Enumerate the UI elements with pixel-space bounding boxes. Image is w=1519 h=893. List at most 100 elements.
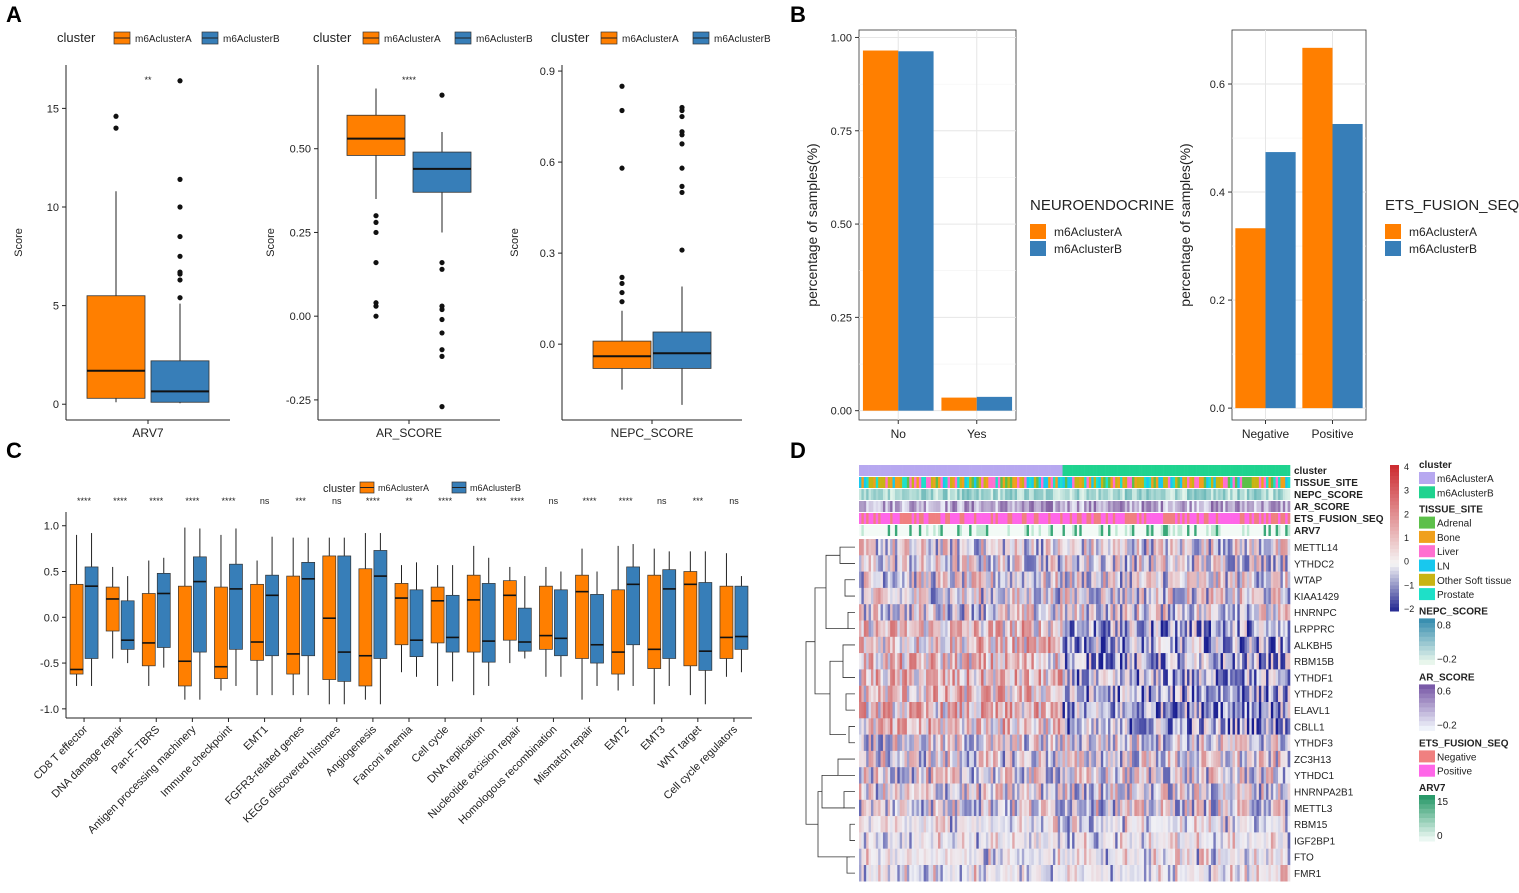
annotation-cell — [993, 513, 996, 524]
heatmap-cell — [1264, 555, 1267, 572]
heatmap-cell — [1259, 686, 1262, 703]
heatmap-cell — [1048, 800, 1051, 817]
annotation-cell — [1125, 465, 1128, 476]
annotation-cell — [1067, 513, 1070, 524]
heatmap-cell — [1194, 686, 1197, 703]
heatmap-cell — [914, 718, 917, 735]
heatmap-cell — [1221, 539, 1224, 556]
heatmap-cell — [1199, 702, 1202, 719]
annotation-cell — [1048, 525, 1051, 536]
heatmap-cell — [1130, 767, 1133, 784]
annotation-cell — [1209, 501, 1212, 512]
annotation-cell — [1048, 489, 1051, 500]
annotation-cell — [1053, 465, 1056, 476]
heatmap-cell — [921, 832, 924, 849]
heatmap-cell — [1206, 767, 1209, 784]
heatmap-cell — [1098, 784, 1101, 801]
heatmap-cell — [1197, 718, 1200, 735]
heatmap-cell — [945, 784, 948, 801]
annotation-cell — [1237, 525, 1240, 536]
heatmap-cell — [1003, 702, 1006, 719]
heatmap-cell — [1180, 816, 1183, 833]
significance-label: **** — [510, 496, 525, 506]
box-iqr — [612, 590, 625, 674]
heatmap-cell — [993, 637, 996, 654]
heatmap-cell — [907, 784, 910, 801]
heatmap-cell — [1216, 767, 1219, 784]
outlier-point — [439, 354, 444, 359]
heatmap-cell — [914, 784, 917, 801]
heatmap-cell — [1091, 604, 1094, 621]
heatmap-cell — [1204, 555, 1207, 572]
heatmap-cell — [1189, 816, 1192, 833]
heatmap-cell — [1010, 816, 1013, 833]
heatmap-cell — [1261, 604, 1264, 621]
x-axis-label: ARV7 — [132, 426, 163, 440]
heatmap-cell — [1182, 588, 1185, 605]
heatmap-cell — [1223, 702, 1226, 719]
heatmap-cell — [1149, 653, 1152, 670]
heatmap-cell — [1228, 572, 1231, 589]
heatmap-cell — [866, 621, 869, 638]
heatmap-cell — [1151, 718, 1154, 735]
heatmap-cell — [1149, 832, 1152, 849]
heatmap-cell — [1204, 588, 1207, 605]
heatmap-cell — [998, 800, 1001, 817]
heatmap-cell — [1053, 800, 1056, 817]
heatmap-cell — [1182, 621, 1185, 638]
heatmap-cell — [1003, 539, 1006, 556]
heatmap-cell — [1273, 669, 1276, 686]
heatmap-cell — [1249, 686, 1252, 703]
heatmap-cell — [1101, 816, 1104, 833]
heatmap-cell — [864, 800, 867, 817]
annotation-cell — [1199, 477, 1202, 488]
heatmap-cell — [912, 832, 915, 849]
heatmap-cell — [991, 718, 994, 735]
heatmap-cell — [1120, 669, 1123, 686]
heatmap-cell — [943, 751, 946, 768]
heatmap-cell — [1228, 555, 1231, 572]
outlier-point — [619, 84, 624, 89]
heatmap-cell — [1142, 735, 1145, 752]
heatmap-cell — [1053, 718, 1056, 735]
heatmap-cell — [924, 604, 927, 621]
annotation-cell — [1022, 525, 1025, 536]
heatmap-cell — [1139, 686, 1142, 703]
heatmap-cell — [940, 800, 943, 817]
heatmap-cell — [1240, 653, 1243, 670]
heatmap-cell — [955, 686, 958, 703]
annotation-cell — [1034, 465, 1037, 476]
heatmap-cell — [1149, 539, 1152, 556]
heatmap-cell — [1132, 784, 1135, 801]
heatmap-cell — [1161, 800, 1164, 817]
heatmap-cell — [909, 621, 912, 638]
heatmap-cell — [916, 539, 919, 556]
annotation-cell — [1134, 501, 1137, 512]
heatmap-cell — [1276, 816, 1279, 833]
annotation-cell — [1154, 477, 1157, 488]
heatmap-cell — [1204, 539, 1207, 556]
heatmap-cell — [1247, 637, 1250, 654]
heatmap-cell — [1058, 621, 1061, 638]
annotation-cell — [1007, 489, 1010, 500]
annotation-cell — [1225, 525, 1228, 536]
annotation-cell — [1120, 465, 1123, 476]
annotation-cell — [1077, 477, 1080, 488]
heatmap-cell — [883, 572, 886, 589]
heatmap-cell — [1134, 832, 1137, 849]
legend-title: cluster — [551, 30, 590, 45]
heatmap-cell — [1209, 669, 1212, 686]
heatmap-cell — [1110, 735, 1113, 752]
heatmap-cell — [1187, 784, 1190, 801]
heatmap-cell — [1082, 816, 1085, 833]
heatmap-cell — [1122, 718, 1125, 735]
heatmap-cell — [940, 702, 943, 719]
heatmap-cell — [1051, 784, 1054, 801]
heatmap-cell — [1237, 669, 1240, 686]
heatmap-cell — [1106, 604, 1109, 621]
heatmap-cell — [1103, 718, 1106, 735]
heatmap-cell — [1079, 702, 1082, 719]
heatmap-cell — [1065, 767, 1068, 784]
annotation-cell — [940, 513, 943, 524]
heatmap-cell — [885, 637, 888, 654]
